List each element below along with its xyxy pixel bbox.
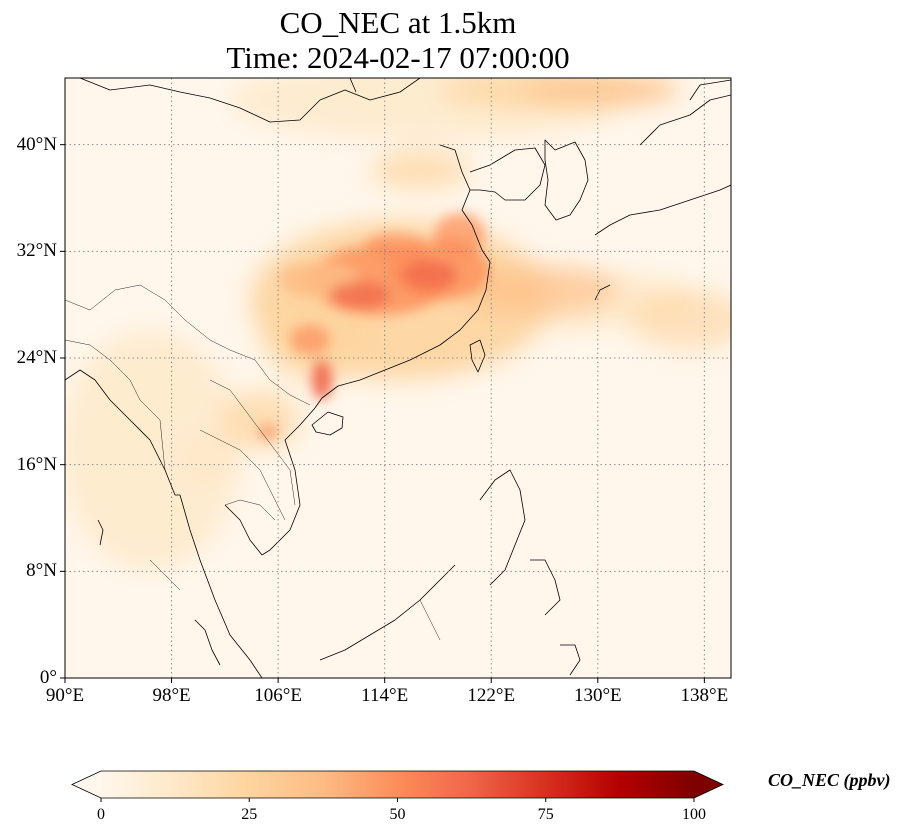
lon-tick-label: 114°E	[361, 685, 409, 706]
colorbar-tick-label: 25	[241, 806, 258, 823]
colorbar-extend-high	[694, 771, 723, 798]
lat-tick-label: 40°N	[16, 133, 57, 155]
lon-tick-label: 90°E	[45, 685, 85, 706]
coastlines	[65, 78, 731, 678]
colorbar-tick-label: 75	[537, 806, 554, 823]
lat-tick-label: 24°N	[16, 347, 57, 368]
tick-marks	[60, 144, 705, 683]
colorbar	[71, 770, 724, 802]
colorbar-tick-label: 0	[97, 806, 105, 823]
lat-tick-label: 16°N	[16, 453, 57, 475]
colorbar-tick-label: 50	[389, 806, 406, 823]
lon-tick-label: 138°E	[680, 685, 729, 706]
concentration-field	[65, 78, 731, 570]
lon-tick-label: 98°E	[152, 685, 191, 706]
map-title-line2: Time: 2024-02-17 07:00:00	[226, 40, 570, 75]
country-borders	[65, 284, 441, 641]
colorbar-gradient	[101, 771, 694, 798]
colorbar-ticks	[100, 798, 695, 802]
lat-tick-label: 32°N	[16, 240, 57, 262]
colorbar-extend-low	[72, 771, 101, 798]
map-frame	[64, 77, 732, 679]
lat-tick-label: 0°	[39, 667, 57, 688]
lon-tick-label: 122°E	[467, 685, 516, 706]
lon-tick-label: 106°E	[254, 685, 302, 706]
lon-tick-label: 130°E	[573, 685, 622, 706]
lat-tick-label: 8°N	[26, 560, 57, 582]
gridlines	[65, 78, 731, 678]
map-title-line1: CO_NEC at 1.5km	[279, 5, 517, 40]
colorbar-tick-label: 100	[682, 806, 706, 823]
colorbar-label: CO_NEC (ppbv)	[768, 770, 891, 790]
map-panel	[65, 78, 731, 678]
